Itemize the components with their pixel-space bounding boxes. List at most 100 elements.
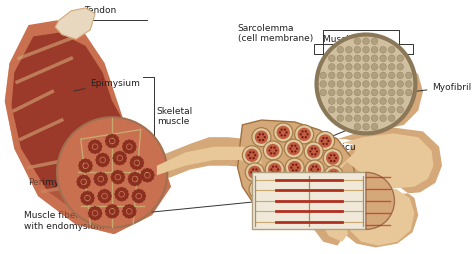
Circle shape <box>103 163 108 167</box>
Circle shape <box>127 204 131 208</box>
Circle shape <box>291 151 293 153</box>
Circle shape <box>137 194 141 199</box>
Circle shape <box>397 73 403 80</box>
Circle shape <box>113 135 117 139</box>
Circle shape <box>89 209 92 213</box>
Circle shape <box>314 192 316 194</box>
Circle shape <box>363 64 369 71</box>
Circle shape <box>262 134 264 136</box>
Circle shape <box>90 199 94 203</box>
Circle shape <box>96 150 100 154</box>
Circle shape <box>137 157 142 161</box>
Circle shape <box>326 143 328 146</box>
Circle shape <box>363 81 369 88</box>
Circle shape <box>295 189 297 192</box>
Circle shape <box>118 156 122 161</box>
Circle shape <box>371 47 378 54</box>
Circle shape <box>93 140 97 144</box>
Circle shape <box>259 134 261 136</box>
Circle shape <box>252 183 265 196</box>
Circle shape <box>76 180 81 184</box>
Circle shape <box>371 73 378 80</box>
Text: Epimysium: Epimysium <box>74 78 140 92</box>
Circle shape <box>354 47 361 54</box>
Circle shape <box>305 137 307 139</box>
Circle shape <box>283 202 285 204</box>
Circle shape <box>110 134 114 138</box>
Circle shape <box>272 166 274 168</box>
Circle shape <box>337 56 344 62</box>
Circle shape <box>259 199 273 212</box>
Circle shape <box>125 150 129 154</box>
Circle shape <box>380 73 386 80</box>
Circle shape <box>106 142 109 146</box>
Circle shape <box>249 180 268 199</box>
Circle shape <box>354 115 361 122</box>
Circle shape <box>301 202 304 204</box>
Circle shape <box>129 161 134 165</box>
Circle shape <box>276 196 295 215</box>
Circle shape <box>78 164 82 168</box>
Circle shape <box>125 192 129 197</box>
Circle shape <box>116 181 120 185</box>
Circle shape <box>328 107 335 114</box>
Wedge shape <box>366 173 394 230</box>
Circle shape <box>107 197 111 201</box>
Circle shape <box>328 64 335 71</box>
Circle shape <box>114 192 118 197</box>
Circle shape <box>98 154 102 158</box>
Circle shape <box>122 197 127 201</box>
Circle shape <box>120 173 125 177</box>
Circle shape <box>137 199 141 204</box>
Circle shape <box>115 152 119 156</box>
Circle shape <box>405 90 412 97</box>
Circle shape <box>123 207 127 211</box>
Circle shape <box>122 159 127 163</box>
Circle shape <box>316 151 318 153</box>
Circle shape <box>292 164 294 166</box>
Polygon shape <box>157 147 261 176</box>
Circle shape <box>310 169 312 171</box>
Circle shape <box>131 194 136 198</box>
Circle shape <box>130 214 134 218</box>
Circle shape <box>284 135 286 137</box>
Circle shape <box>96 161 100 165</box>
Circle shape <box>130 182 135 186</box>
Circle shape <box>117 197 121 201</box>
Circle shape <box>287 205 290 207</box>
Circle shape <box>330 154 332 157</box>
Circle shape <box>388 90 395 97</box>
Circle shape <box>82 185 86 189</box>
Circle shape <box>148 178 152 182</box>
Circle shape <box>118 151 122 155</box>
Circle shape <box>295 170 298 172</box>
Circle shape <box>371 98 378 105</box>
Circle shape <box>119 198 124 202</box>
Circle shape <box>93 145 98 150</box>
Circle shape <box>132 157 137 161</box>
Circle shape <box>143 178 147 182</box>
Circle shape <box>137 189 141 193</box>
Circle shape <box>105 190 109 194</box>
Circle shape <box>99 172 103 176</box>
Circle shape <box>328 157 330 160</box>
Polygon shape <box>319 50 423 130</box>
Circle shape <box>324 166 343 185</box>
Circle shape <box>115 161 119 165</box>
Circle shape <box>123 212 127 216</box>
Circle shape <box>268 163 282 177</box>
Circle shape <box>105 161 109 165</box>
Circle shape <box>84 185 88 189</box>
Circle shape <box>247 154 250 157</box>
Circle shape <box>287 142 301 156</box>
Circle shape <box>96 140 100 145</box>
Circle shape <box>118 180 123 184</box>
Circle shape <box>320 90 327 97</box>
Circle shape <box>116 175 120 180</box>
Circle shape <box>298 128 311 141</box>
Circle shape <box>89 164 93 168</box>
Circle shape <box>397 64 403 71</box>
Circle shape <box>316 132 335 151</box>
Circle shape <box>81 194 85 198</box>
Circle shape <box>139 164 144 168</box>
